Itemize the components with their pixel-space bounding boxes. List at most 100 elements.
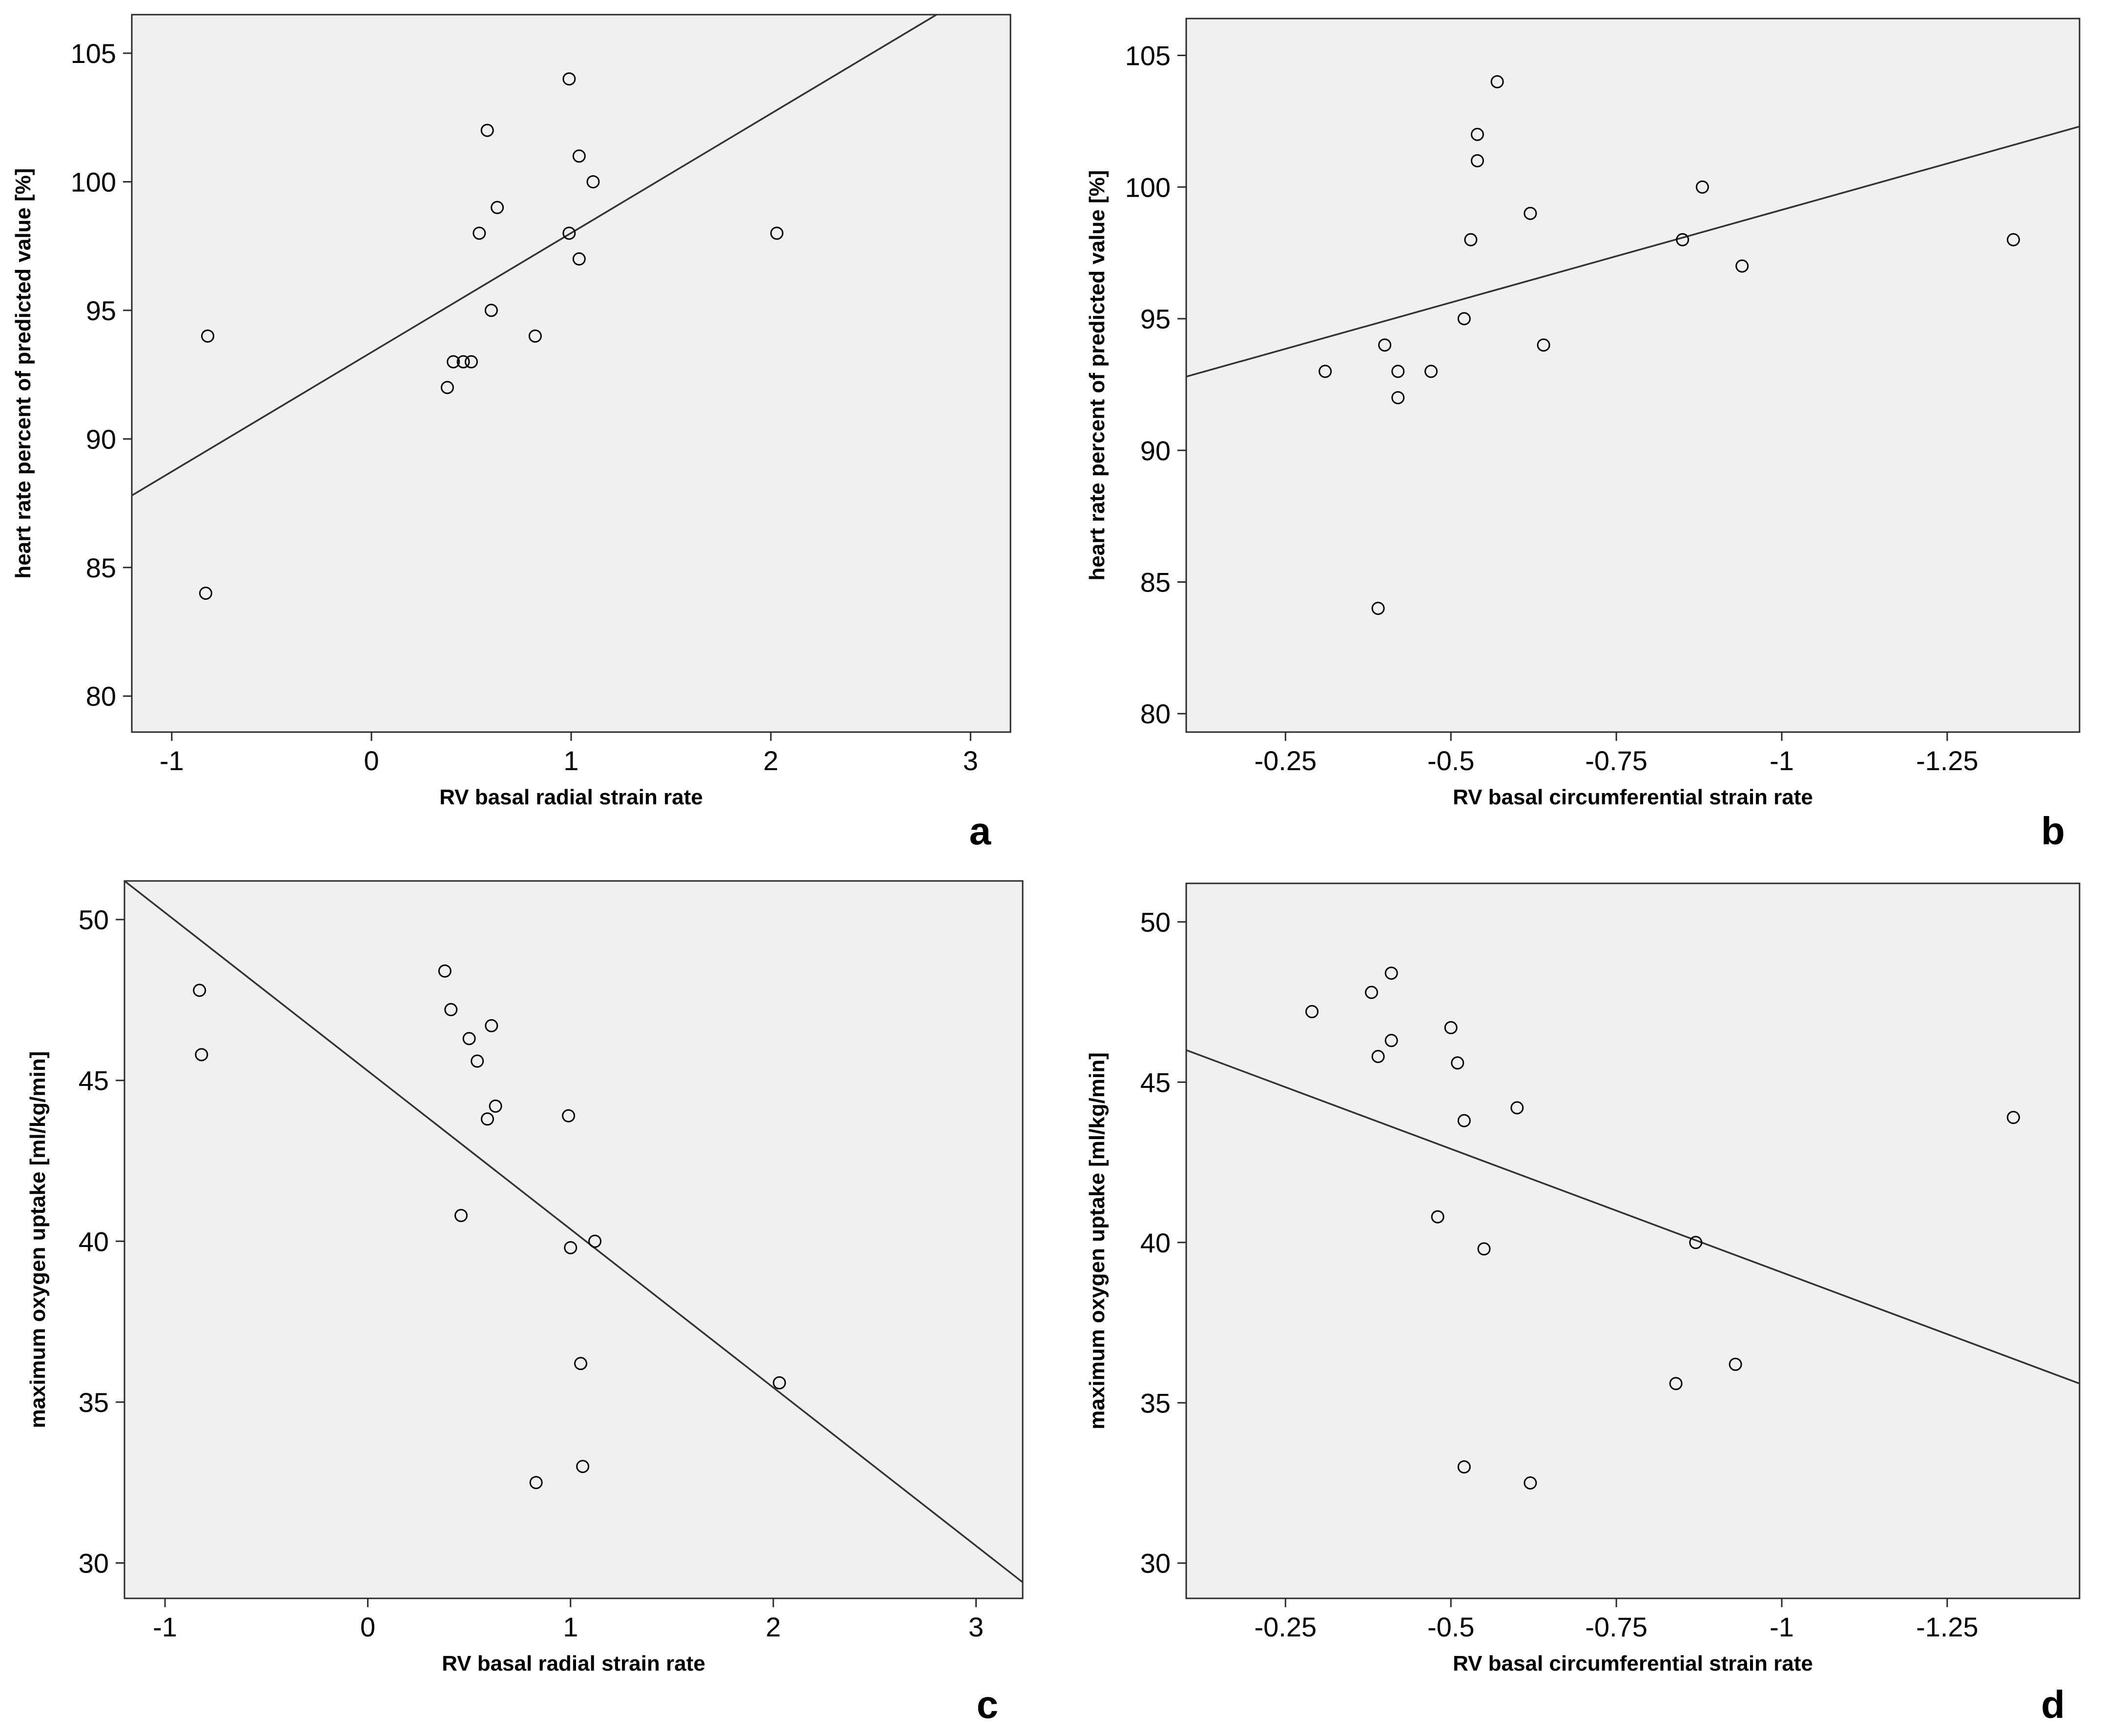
data-point <box>1371 1050 1385 1063</box>
data-point <box>529 1476 543 1490</box>
data-point <box>193 983 206 997</box>
y-tick-label: 90 <box>1140 435 1171 466</box>
x-tick-label: -0.5 <box>1427 1612 1475 1642</box>
panel-letter: a <box>969 809 991 853</box>
x-axis-title: RV basal radial strain rate <box>442 1652 705 1675</box>
y-tick-label: 30 <box>79 1548 109 1578</box>
data-point <box>1384 1034 1398 1047</box>
data-point <box>1470 154 1484 167</box>
y-tick-label: 100 <box>1125 172 1171 203</box>
x-tick-label: -0.25 <box>1255 745 1317 776</box>
data-point <box>447 355 460 368</box>
data-point <box>1729 1357 1742 1371</box>
x-tick-label: -0.25 <box>1255 1612 1317 1642</box>
y-tick-label: 95 <box>1140 304 1171 334</box>
data-point <box>471 1054 484 1068</box>
y-tick-label: 35 <box>79 1387 109 1418</box>
x-tick-label: 0 <box>360 1612 375 1642</box>
data-point <box>562 72 576 86</box>
data-point <box>1477 1242 1491 1256</box>
y-tick-label: 35 <box>1140 1388 1171 1418</box>
y-tick-label: 45 <box>79 1065 109 1096</box>
data-point <box>773 1376 786 1389</box>
plot-area <box>131 14 1011 733</box>
y-tick-label: 50 <box>79 904 109 935</box>
data-point <box>770 226 783 240</box>
x-tick-label: -1 <box>1770 1612 1794 1642</box>
data-point <box>1676 233 1690 246</box>
data-point <box>473 226 486 240</box>
y-axis-title: maximum oxygen uptake [ml/kg/min] <box>26 1051 50 1429</box>
data-point <box>1537 338 1550 352</box>
panel-letter: b <box>2041 809 2065 853</box>
panel-b: -0.25 -0.5 -0.75 -1 -1.25 80 85 90 95 100 105 RV ba… <box>1085 18 2081 853</box>
data-point <box>1669 1377 1683 1390</box>
x-tick-label: 1 <box>563 1612 578 1642</box>
y-tick-label: 100 <box>71 166 116 197</box>
data-point <box>489 1099 502 1113</box>
data-point <box>1391 365 1405 378</box>
data-point <box>1464 233 1478 246</box>
data-point <box>491 201 504 214</box>
data-point <box>1444 1021 1458 1035</box>
x-tick-label: 1 <box>563 745 578 776</box>
x-tick-label: -1.25 <box>1916 1612 1978 1642</box>
data-point <box>484 304 498 317</box>
y-tick-label: 85 <box>86 552 116 583</box>
x-tick-label: 2 <box>763 745 779 776</box>
regression-line <box>1186 125 2080 378</box>
data-point <box>1457 1114 1471 1127</box>
data-point <box>195 1048 208 1062</box>
data-point <box>199 586 212 600</box>
data-point <box>1431 1210 1444 1224</box>
y-tick-label: 90 <box>86 424 116 454</box>
y-tick-label: 85 <box>1140 567 1171 597</box>
plot-area <box>1185 882 2081 1599</box>
data-point <box>462 1032 476 1045</box>
data-point <box>1689 1236 1703 1249</box>
data-point <box>444 1003 458 1017</box>
panel-d: -0.25 -0.5 -0.75 -1 -1.25 30 35 40 45 50 RV basal … <box>1085 882 2081 1726</box>
y-tick-label: 80 <box>1140 698 1171 729</box>
panel-a: -1 0 1 2 3 80 85 90 95 100 105 RV basal radial stra… <box>11 14 1011 853</box>
y-tick-label: 40 <box>79 1226 109 1257</box>
x-tick-label: -0.75 <box>1585 1612 1648 1642</box>
data-point <box>564 1241 577 1254</box>
x-tick-label: -0.5 <box>1427 745 1475 776</box>
data-point <box>588 1234 602 1248</box>
x-tick-label: 0 <box>364 745 379 776</box>
y-tick-label: 45 <box>1140 1067 1171 1098</box>
x-axis-title: RV basal circumferential strain rate <box>1453 1652 1813 1675</box>
plot-area <box>1185 18 2081 733</box>
x-tick-label: -1 <box>160 745 184 776</box>
data-point <box>464 355 478 368</box>
data-point <box>456 355 470 368</box>
data-point <box>562 1109 576 1123</box>
y-tick-label: 80 <box>86 681 116 712</box>
panel-letter: d <box>2041 1683 2065 1726</box>
data-point <box>572 149 586 163</box>
data-point <box>1457 1460 1471 1474</box>
regression-line <box>124 881 1023 1583</box>
data-point <box>576 1460 590 1473</box>
data-point <box>562 226 576 240</box>
data-point <box>528 329 542 343</box>
data-point <box>1371 601 1385 615</box>
y-axis-title: heart rate percent of predicted value [%… <box>1085 170 1109 580</box>
y-tick-label: 95 <box>86 295 116 326</box>
data-point <box>480 1112 494 1126</box>
data-point <box>1510 1101 1524 1115</box>
data-point <box>1451 1056 1464 1070</box>
x-tick-label: -1 <box>153 1612 177 1642</box>
regression-line <box>1186 1049 2080 1385</box>
panel-c: -1 0 1 2 3 30 35 40 45 50 RV basal radial strain r… <box>26 880 1024 1726</box>
x-tick-label: 3 <box>963 745 978 776</box>
x-axis-title: RV basal circumferential strain rate <box>1453 785 1813 809</box>
regression-line <box>132 15 937 496</box>
plot-area <box>124 880 1024 1599</box>
data-point <box>572 252 586 266</box>
data-point <box>485 1019 498 1033</box>
y-tick-label: 105 <box>71 38 116 69</box>
x-axis-title: RV basal radial strain rate <box>439 785 703 809</box>
